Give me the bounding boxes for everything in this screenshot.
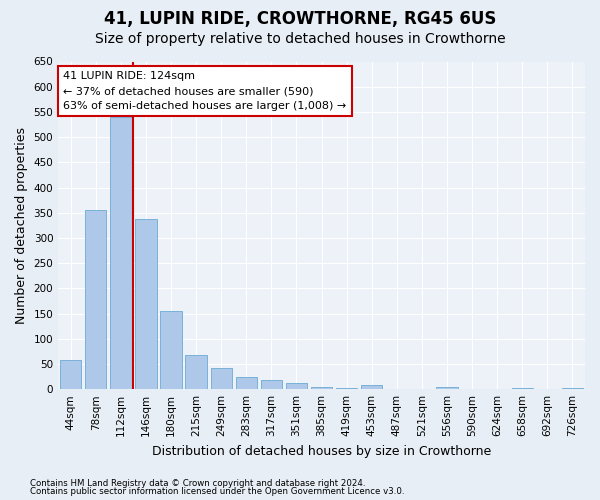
Y-axis label: Number of detached properties: Number of detached properties	[15, 127, 28, 324]
Text: Contains public sector information licensed under the Open Government Licence v3: Contains public sector information licen…	[30, 487, 404, 496]
Bar	[185, 355, 207, 389]
Bar	[512, 388, 533, 389]
Text: Size of property relative to detached houses in Crowthorne: Size of property relative to detached ho…	[95, 32, 505, 46]
Bar	[361, 385, 382, 389]
Bar	[562, 388, 583, 389]
Bar	[336, 388, 358, 389]
Text: 41, LUPIN RIDE, CROWTHORNE, RG45 6US: 41, LUPIN RIDE, CROWTHORNE, RG45 6US	[104, 10, 496, 28]
Bar	[236, 376, 257, 389]
Text: 41 LUPIN RIDE: 124sqm
← 37% of detached houses are smaller (590)
63% of semi-det: 41 LUPIN RIDE: 124sqm ← 37% of detached …	[64, 72, 347, 111]
Bar	[436, 386, 458, 389]
Bar	[136, 219, 157, 389]
Bar	[286, 383, 307, 389]
Bar	[110, 117, 131, 389]
Bar	[85, 210, 106, 389]
Bar	[261, 380, 282, 389]
X-axis label: Distribution of detached houses by size in Crowthorne: Distribution of detached houses by size …	[152, 444, 491, 458]
Bar	[311, 386, 332, 389]
Bar	[60, 360, 82, 389]
Text: Contains HM Land Registry data © Crown copyright and database right 2024.: Contains HM Land Registry data © Crown c…	[30, 478, 365, 488]
Bar	[211, 368, 232, 389]
Bar	[160, 311, 182, 389]
